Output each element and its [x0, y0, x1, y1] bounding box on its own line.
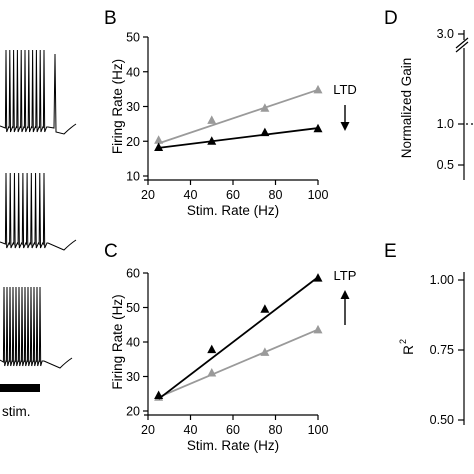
- panel-b-label: B: [104, 8, 117, 29]
- panel-e-tick-label: 1.00: [430, 273, 454, 287]
- panel-e-tick-label: 0.75: [430, 343, 454, 357]
- panel-c-x-tick-label: 40: [184, 423, 198, 437]
- panel-b-data-point: [313, 84, 323, 94]
- panel-b-data-point: [260, 103, 270, 112]
- panel-c-data-point: [313, 324, 323, 334]
- panel-b-y-tick-label: 30: [126, 100, 140, 114]
- voltage-trace: [0, 172, 77, 251]
- panel-c-data-point: [154, 390, 164, 399]
- panel-e-label: E: [384, 241, 397, 262]
- panel-c-xlabel: Stim. Rate (Hz): [187, 438, 279, 453]
- panel-c-y-tick-label: 60: [126, 267, 140, 281]
- panel-e-ylabel: R 2: [398, 339, 416, 355]
- panel-c-y-tick-label: 30: [126, 370, 140, 384]
- panel-b-y-tick-label: 10: [126, 170, 140, 184]
- panel-b-x-tick-label: 20: [141, 188, 155, 202]
- voltage-traces: [0, 49, 77, 369]
- panel-b-y-tick-label: 40: [126, 65, 140, 79]
- panel-c-data-point: [207, 344, 217, 354]
- panel-c-data-point: [207, 368, 217, 377]
- panel-c-annotation: LTP: [334, 268, 357, 283]
- panel-b-data-point: [207, 136, 217, 145]
- panel-c-y-tick-label: 20: [126, 405, 140, 419]
- panel-c-x-tick-label: 100: [308, 423, 329, 437]
- panel-b-annotation: LTD: [333, 82, 357, 97]
- panel-b-data-point: [313, 123, 323, 133]
- panel-b-data-point: [260, 127, 270, 137]
- panel-c-y-tick-label: 50: [126, 301, 140, 315]
- panel-b-data-point: [154, 135, 164, 144]
- panel-c-arrow-head: [340, 290, 350, 299]
- panel-c-x-tick-label: 80: [269, 423, 283, 437]
- panel-c: 20 30 40 50 60 20 40 60 80 100 Stim. Rate (Hz) Firi…: [110, 267, 356, 454]
- panel-c-label: C: [104, 241, 118, 262]
- panel-b-x-tick-label: 60: [226, 188, 240, 202]
- voltage-trace: [0, 286, 73, 369]
- panel-c-fit-line: [158, 328, 319, 399]
- panel-e-ylabel-sup: 2: [398, 339, 408, 344]
- stim-label: stim.: [2, 404, 31, 419]
- panel-b-x-tick-label: 100: [308, 188, 329, 202]
- panel-c-data-point: [313, 273, 323, 282]
- panel-d-ylabel: Normalized Gain: [399, 58, 414, 159]
- panel-b-y-tick-label: 50: [126, 31, 140, 45]
- panel-d: D Normalized Gain 3.0 1.0 0.5: [384, 8, 474, 180]
- panel-a-traces: stim.: [0, 49, 77, 419]
- panel-d-tick-label: 0.5: [437, 158, 454, 172]
- panel-c-x-tick-label: 20: [141, 423, 155, 437]
- axis-break-mark-1: [455, 37, 469, 49]
- panel-e-ylabel-text: R: [401, 345, 416, 355]
- panel-b-y-tick-label: 20: [126, 135, 140, 149]
- panel-e-tick-label: 0.50: [430, 413, 454, 427]
- panel-c-data-point: [260, 304, 270, 313]
- panel-b-data-point: [207, 115, 217, 124]
- panel-d-tick-label: 3.0: [437, 27, 454, 41]
- panel-e: E R 2 1.00 0.75 0.50: [384, 241, 465, 427]
- panel-b-x-tick-label: 40: [184, 188, 198, 202]
- panel-b-data-point: [154, 142, 164, 152]
- panel-c-data-point: [260, 347, 270, 356]
- panel-c-ylabel: Firing Rate (Hz): [110, 294, 125, 389]
- panel-c-y-tick-label: 40: [126, 336, 140, 350]
- panel-c-x-tick-label: 60: [226, 423, 240, 437]
- stim-bar: [0, 384, 40, 392]
- panel-b-ylabel: Firing Rate (Hz): [110, 59, 125, 154]
- axis-break-mark-2: [455, 41, 469, 53]
- panel-d-tick-label: 1.0: [437, 117, 454, 131]
- panel-b-x-tick-label: 80: [269, 188, 283, 202]
- panel-b-xlabel: Stim. Rate (Hz): [187, 203, 279, 218]
- panel-b-arrow-head: [340, 122, 350, 131]
- voltage-trace: [0, 49, 77, 135]
- panel-b-fit-line: [158, 88, 319, 145]
- panel-d-label: D: [384, 8, 398, 29]
- panel-b-fit-line: [158, 127, 319, 149]
- panel-c-fit-line: [158, 276, 319, 400]
